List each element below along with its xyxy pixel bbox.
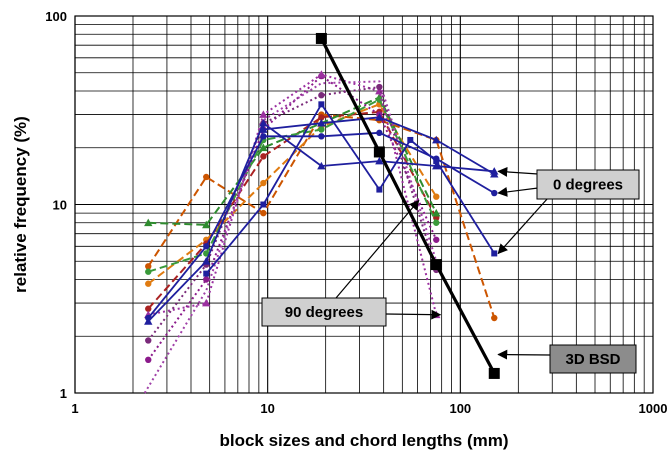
data-point <box>260 153 267 160</box>
data-point <box>145 305 152 312</box>
annotation-arrow <box>335 199 420 299</box>
data-point <box>317 161 326 170</box>
data-point <box>433 193 440 200</box>
data-point <box>318 126 325 133</box>
data-point <box>145 268 152 275</box>
data-point <box>260 133 267 140</box>
x-tick-label: 10 <box>260 401 274 416</box>
series-0deg-3 <box>203 101 498 277</box>
data-point <box>203 250 210 257</box>
data-point <box>259 125 268 133</box>
y-axis-title: relative frequency (%) <box>11 116 30 293</box>
data-point <box>259 118 268 127</box>
series-line <box>319 37 496 375</box>
data-point <box>376 186 383 193</box>
series-line <box>147 75 438 361</box>
plot-frame <box>74 15 654 394</box>
annotation-box <box>261 297 387 327</box>
data-point <box>432 208 441 217</box>
data-point <box>145 356 152 364</box>
annotation-layer: 0 degrees 90 degrees 3D BSD <box>261 166 640 374</box>
data-point <box>491 250 498 257</box>
data-point <box>375 156 384 165</box>
y-tick-label: 100 <box>45 9 67 24</box>
annotation-box <box>549 344 637 374</box>
grid <box>74 16 653 394</box>
data-point <box>318 101 325 108</box>
data-point <box>491 189 498 197</box>
series-0deg-4 <box>259 113 499 178</box>
data-point <box>202 298 211 307</box>
data-point <box>433 236 440 243</box>
data-point <box>260 209 267 217</box>
data-point <box>375 113 384 121</box>
annotation-box <box>536 169 640 200</box>
data-point <box>317 118 326 127</box>
data-point <box>259 110 268 118</box>
x-tick-label: 100 <box>449 401 471 416</box>
data-point <box>315 32 327 44</box>
data-point <box>491 314 498 322</box>
annotation-bsd: 3D BSD <box>497 344 637 374</box>
data-point <box>433 158 440 165</box>
series-line <box>148 73 438 316</box>
annotation-arrow <box>497 166 539 177</box>
data-point <box>430 259 442 271</box>
data-point <box>490 169 499 178</box>
data-point <box>203 270 210 277</box>
data-point <box>259 143 268 152</box>
series-layer <box>143 32 500 394</box>
data-point <box>202 220 211 229</box>
data-point <box>432 135 441 144</box>
annotation-ninety: 90 degrees <box>261 199 442 327</box>
data-point <box>260 201 267 208</box>
x-axis-title: block sizes and chord lengths (mm) <box>219 431 508 450</box>
data-point <box>318 114 325 121</box>
data-point <box>376 129 383 137</box>
data-point <box>202 257 211 265</box>
annotation-arrow <box>385 309 442 320</box>
x-tick-label: 1 <box>71 401 78 416</box>
annotation-label: 90 degrees <box>285 304 363 321</box>
annotation-label: 3D BSD <box>565 351 620 368</box>
y-tick-label: 1 <box>60 386 67 401</box>
annotation-arrow <box>497 186 539 197</box>
data-point <box>260 179 267 187</box>
data-point <box>318 133 325 140</box>
y-tick-label: 10 <box>53 198 67 213</box>
annotation-label: 0 degrees <box>553 177 623 194</box>
data-point <box>144 218 153 227</box>
data-point <box>373 146 385 158</box>
series-line <box>147 86 438 342</box>
data-point <box>376 96 383 103</box>
data-point <box>318 92 325 99</box>
annotation-arrow <box>497 197 549 255</box>
x-tick-label: 1000 <box>639 401 667 416</box>
data-point <box>376 83 383 91</box>
data-point <box>488 367 500 379</box>
data-point <box>203 276 210 283</box>
data-point <box>145 263 152 270</box>
data-point <box>317 70 326 78</box>
data-point <box>145 314 152 322</box>
annotation-zero: 0 degrees <box>497 166 640 255</box>
data-point <box>145 280 152 287</box>
tick-labels: 1 10 100 1000 1 10 100 <box>45 9 667 416</box>
data-point <box>407 136 414 143</box>
data-point <box>203 173 210 181</box>
data-point <box>432 161 441 170</box>
series-bsd-0 <box>315 32 500 379</box>
data-point <box>145 337 152 344</box>
data-point <box>433 219 440 226</box>
series-line <box>147 98 438 273</box>
data-point <box>203 243 210 250</box>
